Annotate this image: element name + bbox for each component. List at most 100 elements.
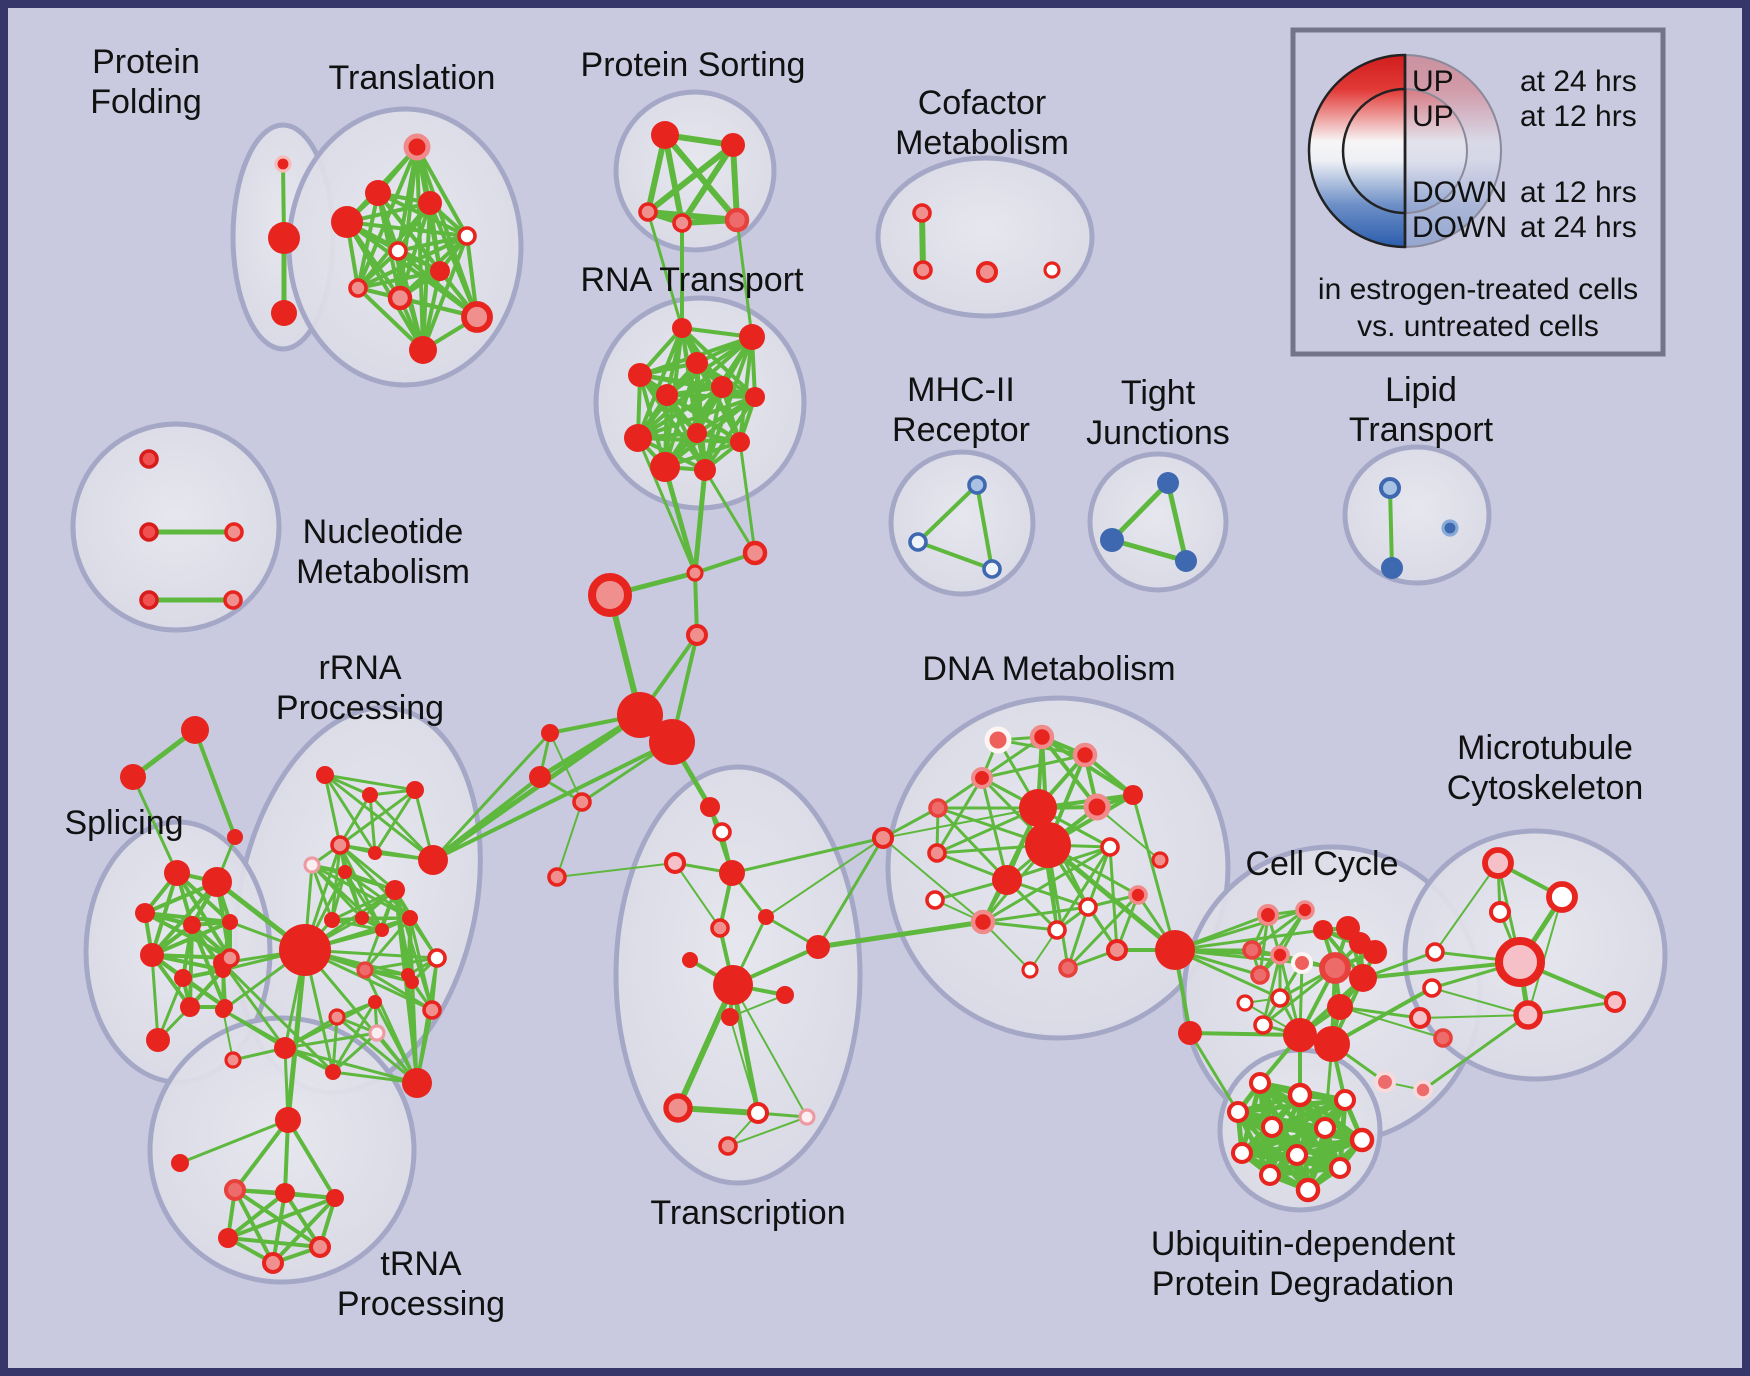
- node-nm5[interactable]: [223, 590, 243, 610]
- node-cc0[interactable]: [1178, 1021, 1202, 1045]
- node-tr6[interactable]: [388, 241, 408, 261]
- node-j3[interactable]: [588, 573, 632, 617]
- node-tx1[interactable]: [700, 797, 720, 817]
- node-tr1[interactable]: [403, 133, 431, 161]
- node-cc11[interactable]: [1349, 964, 1377, 992]
- node-rt1[interactable]: [672, 318, 692, 338]
- node-cf4[interactable]: [1043, 261, 1061, 279]
- node-dn9[interactable]: [1025, 822, 1071, 868]
- node-sp4[interactable]: [164, 860, 190, 886]
- node-mt5[interactable]: [1422, 978, 1442, 998]
- node-tc6[interactable]: [776, 986, 794, 1004]
- node-tx4[interactable]: [719, 860, 745, 886]
- node-mh3[interactable]: [982, 559, 1002, 579]
- node-tnh[interactable]: [275, 1107, 301, 1133]
- node-cb1[interactable]: [1373, 1070, 1397, 1094]
- node-rt3[interactable]: [686, 352, 708, 374]
- node-ub10[interactable]: [1328, 1156, 1352, 1180]
- node-sp3[interactable]: [227, 829, 243, 845]
- node-cc3[interactable]: [1313, 920, 1333, 940]
- node-cf2[interactable]: [913, 260, 933, 280]
- node-rr15[interactable]: [356, 961, 374, 979]
- node-tn6[interactable]: [308, 1235, 332, 1259]
- node-rr8[interactable]: [418, 845, 448, 875]
- node-tn3[interactable]: [326, 1189, 344, 1207]
- node-tj2[interactable]: [1100, 528, 1124, 552]
- node-sp1[interactable]: [181, 716, 209, 744]
- node-sp10[interactable]: [174, 969, 192, 987]
- node-la4[interactable]: [547, 867, 567, 887]
- node-tn4[interactable]: [218, 1228, 238, 1248]
- node-tc7[interactable]: [721, 1008, 739, 1026]
- node-mt1[interactable]: [1482, 847, 1514, 879]
- node-tc9[interactable]: [746, 1101, 770, 1125]
- node-nm1[interactable]: [139, 449, 159, 469]
- node-rt5[interactable]: [656, 384, 678, 406]
- node-j1[interactable]: [686, 564, 704, 582]
- node-rr21[interactable]: [328, 1008, 346, 1026]
- node-rr27[interactable]: [325, 1064, 341, 1080]
- node-ccbig2[interactable]: [1314, 1026, 1350, 1062]
- node-rr20[interactable]: [274, 1037, 296, 1059]
- node-rr26[interactable]: [402, 1068, 432, 1098]
- node-dn12[interactable]: [1100, 837, 1120, 857]
- node-rr14[interactable]: [427, 948, 447, 968]
- node-ub12[interactable]: [1295, 1177, 1321, 1203]
- node-tr11[interactable]: [409, 336, 437, 364]
- node-tc10[interactable]: [798, 1108, 816, 1126]
- node-tc3[interactable]: [682, 952, 698, 968]
- node-ps1[interactable]: [651, 121, 679, 149]
- node-dn4[interactable]: [970, 766, 994, 790]
- node-rt6[interactable]: [711, 376, 733, 398]
- node-sp15[interactable]: [146, 1028, 170, 1052]
- node-h2[interactable]: [649, 719, 695, 765]
- node-tx3[interactable]: [663, 851, 687, 875]
- node-la2[interactable]: [529, 766, 551, 788]
- node-rr1[interactable]: [316, 766, 334, 784]
- node-rt9[interactable]: [687, 423, 707, 443]
- node-nm2[interactable]: [139, 522, 159, 542]
- node-dn16[interactable]: [970, 909, 996, 935]
- node-cc7[interactable]: [1242, 940, 1262, 960]
- node-cf3[interactable]: [975, 260, 999, 284]
- node-sp13[interactable]: [217, 999, 233, 1015]
- node-ub2[interactable]: [1287, 1082, 1313, 1108]
- node-rt7[interactable]: [745, 387, 765, 407]
- node-sp5[interactable]: [202, 867, 232, 897]
- node-rr4[interactable]: [330, 835, 350, 855]
- node-rr6[interactable]: [368, 846, 382, 860]
- node-cchub[interactable]: [1155, 930, 1195, 970]
- node-cc12[interactable]: [1250, 965, 1270, 985]
- node-ub9[interactable]: [1285, 1143, 1309, 1167]
- node-ub4[interactable]: [1226, 1100, 1250, 1124]
- node-cb2[interactable]: [1413, 1080, 1433, 1100]
- node-dn6[interactable]: [1083, 793, 1111, 821]
- node-tr3[interactable]: [331, 206, 363, 238]
- node-mh2[interactable]: [908, 532, 928, 552]
- node-rt11[interactable]: [650, 452, 680, 482]
- node-tx2[interactable]: [712, 822, 732, 842]
- node-h1[interactable]: [617, 692, 663, 738]
- node-nm3[interactable]: [224, 522, 244, 542]
- node-ps2[interactable]: [721, 133, 745, 157]
- node-mt9[interactable]: [1433, 1028, 1453, 1048]
- node-dn11[interactable]: [927, 843, 947, 863]
- node-cc6[interactable]: [1363, 940, 1387, 964]
- node-cc15[interactable]: [1253, 1015, 1273, 1035]
- node-sp12[interactable]: [180, 997, 200, 1017]
- node-tr4[interactable]: [418, 191, 442, 215]
- node-cc14[interactable]: [1236, 994, 1254, 1012]
- node-mtbig[interactable]: [1495, 937, 1545, 987]
- node-mt2[interactable]: [1546, 881, 1578, 913]
- node-dn14[interactable]: [1128, 885, 1148, 905]
- node-lp1[interactable]: [1378, 476, 1402, 500]
- node-cc1[interactable]: [1256, 903, 1280, 927]
- node-rt10[interactable]: [730, 432, 750, 452]
- node-la1[interactable]: [541, 724, 559, 742]
- node-ub1[interactable]: [1248, 1071, 1272, 1095]
- node-rr13[interactable]: [402, 910, 418, 926]
- node-dn15[interactable]: [925, 890, 945, 910]
- node-dn20[interactable]: [1058, 958, 1078, 978]
- node-mt8[interactable]: [1603, 990, 1627, 1014]
- node-sp9[interactable]: [140, 943, 164, 967]
